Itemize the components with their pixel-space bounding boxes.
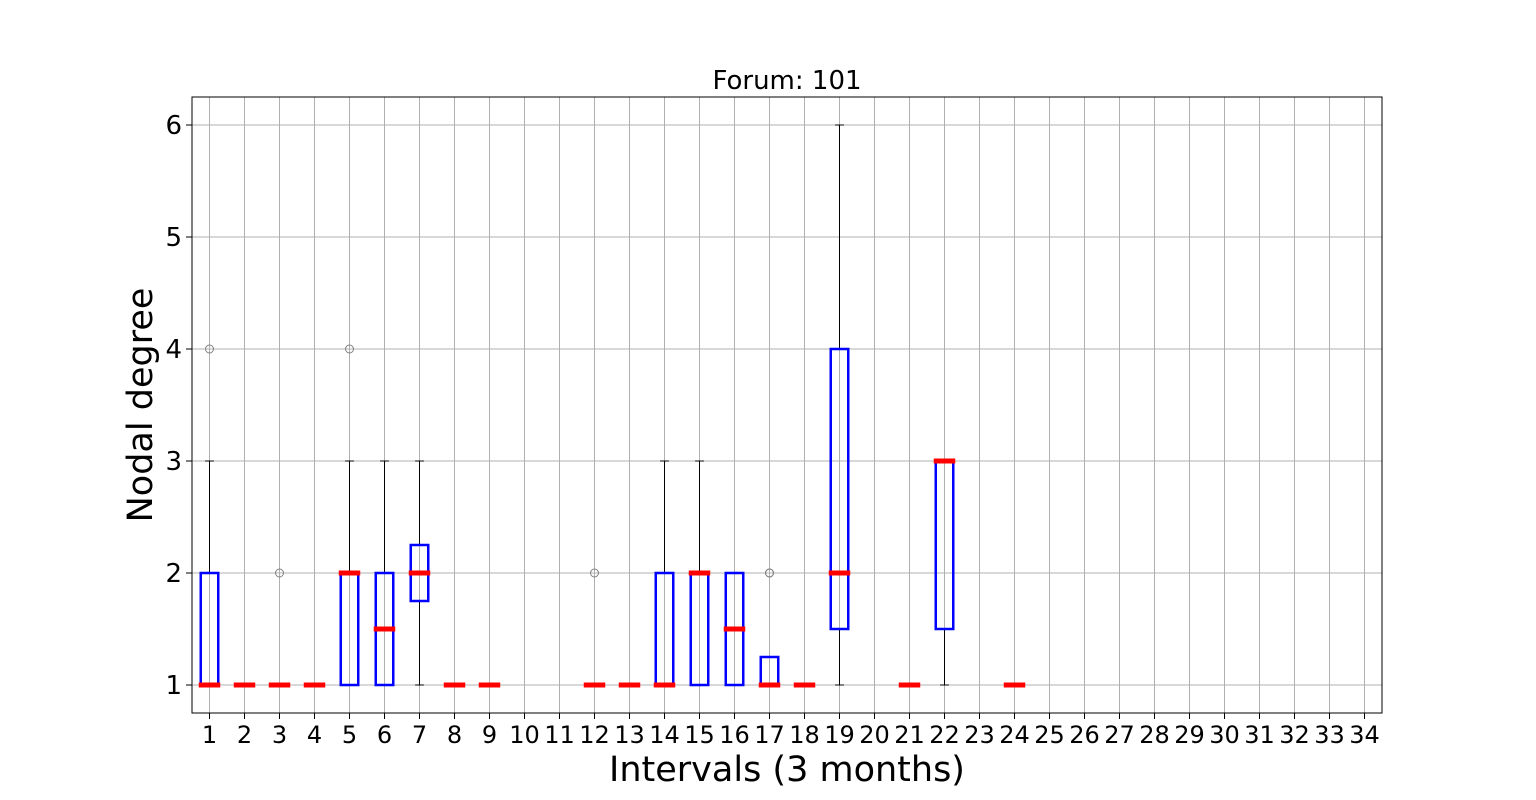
x-tick-label: 19 xyxy=(824,721,855,749)
x-tick-label: 25 xyxy=(1034,721,1065,749)
x-tick-label: 32 xyxy=(1279,721,1310,749)
outlier-point xyxy=(765,568,774,578)
y-tick-label: 5 xyxy=(165,223,182,253)
x-tick-label: 30 xyxy=(1209,721,1240,749)
box-group-22 xyxy=(933,458,956,686)
x-tick-label: 33 xyxy=(1314,721,1345,749)
iqr-box xyxy=(829,347,850,631)
x-tick-label: 23 xyxy=(964,721,995,749)
box-group-14 xyxy=(653,460,676,688)
x-tick-label: 4 xyxy=(307,721,322,749)
box-group-3 xyxy=(268,568,291,688)
box-group-13 xyxy=(618,682,641,688)
x-tick-label: 8 xyxy=(447,721,462,749)
box-layer xyxy=(198,124,1026,688)
x-tick-label: 18 xyxy=(789,721,820,749)
y-tick-label: 2 xyxy=(165,559,182,589)
x-tick-label: 20 xyxy=(859,721,890,749)
outlier-point xyxy=(590,568,599,578)
x-tick-label: 2 xyxy=(237,721,252,749)
x-tick-label: 5 xyxy=(342,721,357,749)
box-group-9 xyxy=(478,682,501,688)
box-group-19 xyxy=(828,124,851,686)
y-tick-label: 4 xyxy=(165,335,182,365)
chart-title: Forum: 101 xyxy=(712,66,861,96)
x-tick-label: 34 xyxy=(1349,721,1380,749)
x-tick-label: 9 xyxy=(482,721,497,749)
y-tick-label: 3 xyxy=(165,447,182,477)
outlier-point xyxy=(205,344,214,354)
y-axis-label: Nodal degree xyxy=(121,288,161,523)
x-tick-label: 29 xyxy=(1174,721,1205,749)
x-tick-label: 16 xyxy=(719,721,750,749)
x-tick-label: 17 xyxy=(754,721,785,749)
plot-frame xyxy=(191,96,1383,714)
outlier-point xyxy=(275,568,284,578)
x-tick-label: 7 xyxy=(412,721,427,749)
x-tick-label: 31 xyxy=(1244,721,1275,749)
x-tick-label: 14 xyxy=(649,721,680,749)
x-tick-label: 26 xyxy=(1069,721,1100,749)
x-tick-label: 13 xyxy=(614,721,645,749)
box-group-21 xyxy=(898,682,921,688)
box-group-7 xyxy=(408,460,431,686)
box-group-12 xyxy=(583,568,606,688)
x-tick-label: 10 xyxy=(509,721,540,749)
box-group-8 xyxy=(443,682,466,688)
grid-lines xyxy=(192,97,1382,713)
x-tick-label: 24 xyxy=(999,721,1030,749)
x-axis-label: Intervals (3 months) xyxy=(609,750,965,790)
tick-layer: 1 2 3 4 5 6 7 8 9 10 11 12 13 14 15 16 17 18 19 20 21 22 23 24 2… xyxy=(165,111,1379,749)
x-tick-label: 15 xyxy=(684,721,715,749)
box-group-16 xyxy=(723,571,746,687)
box-group-18 xyxy=(793,682,816,688)
x-tick-label: 1 xyxy=(202,721,217,749)
box-group-24 xyxy=(1003,682,1026,688)
box-group-5 xyxy=(338,344,361,687)
box-group-15 xyxy=(688,460,711,687)
outlier-point xyxy=(345,344,354,354)
x-tick-label: 6 xyxy=(377,721,392,749)
x-tick-label: 21 xyxy=(894,721,925,749)
y-tick-label: 1 xyxy=(165,671,182,701)
x-tick-label: 12 xyxy=(579,721,610,749)
box-group-1 xyxy=(198,344,221,688)
box-group-4 xyxy=(303,682,326,688)
y-tick-label: 6 xyxy=(165,111,182,141)
x-tick-label: 22 xyxy=(929,721,960,749)
x-tick-label: 27 xyxy=(1104,721,1135,749)
x-tick-label: 3 xyxy=(272,721,287,749)
box-group-6 xyxy=(373,460,396,687)
x-tick-label: 11 xyxy=(544,721,575,749)
box-group-2 xyxy=(233,682,256,688)
box-group-17 xyxy=(758,568,781,688)
x-tick-label: 28 xyxy=(1139,721,1170,749)
